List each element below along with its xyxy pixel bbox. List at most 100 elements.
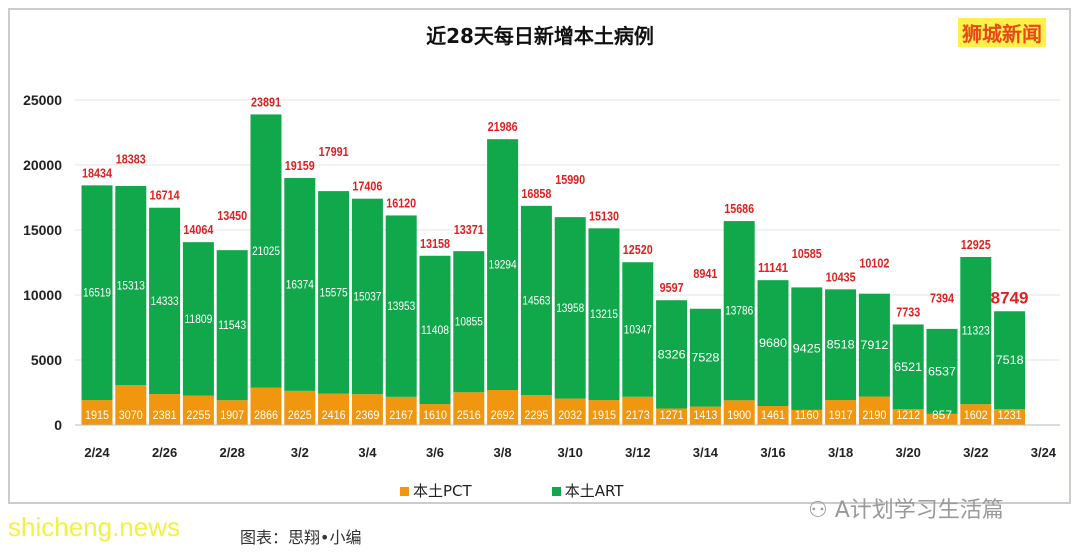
data-label-pct: 1917 (829, 408, 853, 422)
x-tick-label: 3/14 (693, 445, 719, 460)
x-tick-label: 3/2 (291, 445, 309, 460)
data-label-pct: 2173 (626, 408, 650, 422)
data-label-art: 9680 (759, 336, 787, 350)
data-label-pct: 2032 (558, 408, 582, 422)
bar-pct (250, 387, 282, 425)
data-label-art: 7528 (691, 351, 719, 365)
legend-swatch-art (551, 487, 561, 496)
legend-swatch-pct (400, 487, 409, 496)
data-label-total: 15686 (724, 201, 754, 216)
bar-art (385, 215, 417, 397)
x-tick-label: 3/20 (896, 445, 921, 460)
y-tick-label: 15000 (23, 222, 62, 238)
bar-pct (284, 390, 316, 425)
data-label-art: 14333 (151, 294, 179, 308)
bar-pct (81, 400, 113, 425)
bar-art (960, 256, 992, 405)
bar-pct (926, 413, 958, 425)
bar-pct (487, 390, 519, 425)
data-label-pct: 2381 (153, 408, 177, 422)
bar-pct (182, 395, 214, 425)
bar-art (182, 242, 214, 396)
data-label-total: 8941 (693, 266, 717, 281)
data-label-pct: 2692 (491, 408, 515, 422)
data-label-art: 19294 (489, 258, 517, 272)
bar-pct (791, 409, 823, 425)
data-label-pct: 2369 (355, 408, 379, 422)
bar-pct (825, 400, 857, 425)
x-tick-label: 2/26 (152, 445, 177, 460)
bar-art (926, 328, 958, 414)
bar-art (656, 300, 688, 409)
data-label-art: 7518 (996, 353, 1024, 367)
data-label-art: 15313 (117, 279, 145, 293)
bar-pct (385, 396, 417, 425)
y-tick-label: 5000 (31, 352, 62, 368)
data-label-total: 18434 (82, 165, 113, 180)
logo: 狮城新闻 (958, 18, 1046, 47)
legend-pct: 本土PCT (400, 480, 472, 501)
bar-art (858, 293, 890, 397)
data-label-art: 11809 (184, 312, 212, 326)
data-label-total: 17406 (352, 179, 382, 194)
y-tick-label: 0 (54, 417, 62, 433)
data-label-pct: 1271 (660, 408, 684, 422)
data-label-art: 13958 (556, 301, 584, 315)
chart-title: 近28天每日新增本土病例 (426, 24, 654, 48)
bar-pct (622, 396, 654, 425)
x-tick-label: 2/24 (84, 445, 110, 460)
data-label-total: 10585 (792, 246, 822, 261)
data-label-art: 8326 (658, 347, 686, 361)
data-label-art: 7912 (860, 338, 888, 352)
bar-pct (858, 396, 890, 425)
data-label-art: 21025 (252, 244, 280, 258)
y-tick-label: 20000 (23, 157, 62, 173)
site-watermark: shicheng.news (8, 512, 180, 542)
data-label-pct: 2866 (254, 408, 278, 422)
x-tick-label: 3/8 (494, 445, 512, 460)
bar-art (351, 198, 383, 395)
data-label-pct: 1212 (896, 408, 920, 422)
data-label-total: 19159 (285, 158, 315, 173)
data-label-total: 13158 (420, 236, 450, 251)
bar-art (622, 262, 654, 397)
bar-pct (149, 394, 181, 425)
data-label-pct: 1413 (693, 408, 717, 422)
data-label-art: 16374 (286, 277, 314, 291)
data-label-art: 13215 (590, 307, 618, 321)
y-tick-label: 10000 (23, 287, 62, 303)
legend-label-art: 本土ART (564, 482, 624, 500)
caption: 图表：思翔•小编 (240, 528, 362, 547)
data-label-pct: 1907 (220, 408, 244, 422)
data-label-art: 6537 (928, 364, 956, 378)
data-label-total: 10102 (859, 255, 889, 270)
x-tick-label: 3/24 (1031, 445, 1057, 460)
data-label-total: 21986 (488, 119, 518, 134)
bar-art (284, 178, 316, 391)
bar-art (318, 191, 350, 394)
data-label-total: 13450 (217, 208, 247, 223)
data-label-art: 11323 (962, 324, 990, 338)
bar-art (554, 217, 586, 399)
bar-art (453, 251, 485, 393)
data-label-pct: 1915 (85, 408, 109, 422)
data-label-total: 10435 (826, 269, 856, 284)
data-label-pct: 1461 (761, 408, 785, 422)
wechat-watermark-text: A计划学习生活篇 (834, 498, 1004, 523)
bar-pct (216, 400, 248, 425)
data-label-total: 12520 (623, 242, 653, 257)
data-label-pct: 2416 (322, 408, 346, 422)
bar-art (588, 228, 620, 401)
data-label-total: 8749 (991, 288, 1029, 307)
bar-art (419, 255, 451, 405)
bar-pct (453, 392, 485, 425)
bar-art (487, 139, 519, 391)
bar-art (757, 280, 789, 407)
data-label-art: 15575 (320, 285, 348, 299)
data-label-pct: 1900 (727, 408, 751, 422)
x-tick-label: 3/22 (963, 445, 988, 460)
data-label-pct: 2190 (862, 408, 886, 422)
x-tick-label: 3/18 (828, 445, 853, 460)
data-label-art: 10855 (455, 315, 483, 329)
